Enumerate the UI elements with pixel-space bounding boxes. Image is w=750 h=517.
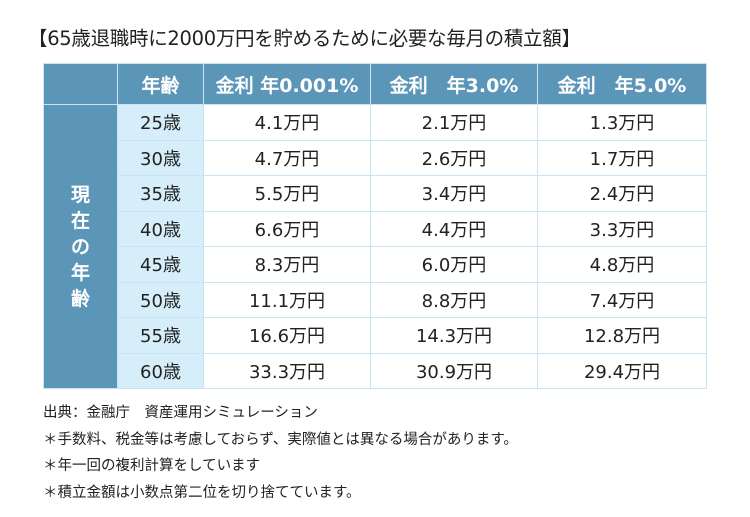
- header-rate-3: 金利 年3.0%: [370, 63, 538, 105]
- amount-cell: 1.3万円: [537, 104, 707, 141]
- source-note: 出典：金融庁 資産運用シミュレーション: [43, 405, 318, 421]
- amount-cell: 2.6万円: [370, 139, 538, 176]
- amount-cell: 6.6万円: [203, 210, 371, 247]
- amount-cell: 33.3万円: [203, 352, 371, 389]
- age-cell: 35歳: [117, 175, 204, 212]
- table-row: 50歳 11.1万円 8.8万円 7.4万円: [44, 281, 707, 318]
- amount-cell: 8.8万円: [370, 281, 538, 318]
- amount-cell: 6.0万円: [370, 246, 538, 283]
- amount-cell: 12.8万円: [537, 317, 707, 354]
- amount-cell: 30.9万円: [370, 352, 538, 389]
- age-cell: 50歳: [117, 281, 204, 318]
- amount-cell: 4.4万円: [370, 210, 538, 247]
- amount-cell: 2.4万円: [537, 175, 707, 212]
- amount-cell: 3.4万円: [370, 175, 538, 212]
- age-cell: 25歳: [117, 104, 204, 141]
- table-row: 55歳 16.6万円 14.3万円 12.8万円: [44, 317, 707, 354]
- amount-cell: 7.4万円: [537, 281, 707, 318]
- header-corner: [43, 63, 118, 105]
- amount-cell: 8.3万円: [203, 246, 371, 283]
- header-age: 年齢: [117, 63, 204, 105]
- row-group-char: 年: [70, 261, 90, 284]
- header-rate-5: 金利 年5.0%: [537, 63, 707, 105]
- table-header-row: 年齢 金利 年0.001% 金利 年3.0% 金利 年5.0%: [43, 63, 707, 105]
- note-rounding: ＊積立金額は小数点第二位を切り捨てています。: [43, 484, 361, 501]
- note-compound: ＊年一回の複利計算をしています: [43, 458, 261, 474]
- age-cell: 40歳: [117, 210, 204, 247]
- row-group-char: 齢: [70, 287, 90, 310]
- amount-cell: 5.5万円: [203, 175, 371, 212]
- age-cell: 60歳: [117, 352, 204, 389]
- header-rate-0001: 金利 年0.001%: [203, 63, 371, 105]
- amount-cell: 29.4万円: [537, 352, 707, 389]
- amount-cell: 1.7万円: [537, 139, 707, 176]
- table-row: 40歳 6.6万円 4.4万円 3.3万円: [44, 210, 707, 247]
- row-group-char: の: [70, 235, 90, 258]
- amount-cell: 11.1万円: [203, 281, 371, 318]
- age-cell: 30歳: [117, 139, 204, 176]
- table-row: 35歳 5.5万円 3.4万円 2.4万円: [44, 175, 707, 212]
- table-row: 60歳 33.3万円 30.9万円 29.4万円: [44, 352, 707, 389]
- table-row: 45歳 8.3万円 6.0万円 4.8万円: [44, 246, 707, 283]
- amount-cell: 4.1万円: [203, 104, 371, 141]
- savings-table: 年齢 金利 年0.001% 金利 年3.0% 金利 年5.0% 現在の年齢 25歳…: [43, 63, 707, 389]
- row-group-char: 現: [70, 183, 90, 206]
- table-row: 30歳 4.7万円 2.6万円 1.7万円: [44, 139, 707, 176]
- age-cell: 45歳: [117, 246, 204, 283]
- amount-cell: 4.7万円: [203, 139, 371, 176]
- row-group-char: 在: [70, 209, 90, 232]
- amount-cell: 3.3万円: [537, 210, 707, 247]
- amount-cell: 2.1万円: [370, 104, 538, 141]
- page-title: 【65歳退職時に2000万円を貯めるために必要な毎月の積立額】: [28, 27, 581, 50]
- age-cell: 55歳: [117, 317, 204, 354]
- note-fees: ＊手数料、税金等は考慮しておらず、実際値とは異なる場合があります。: [43, 431, 518, 448]
- table-row: 現在の年齢 25歳 4.1万円 2.1万円 1.3万円: [43, 104, 707, 389]
- row-group-label: 現在の年齢: [43, 104, 118, 389]
- amount-cell: 16.6万円: [203, 317, 371, 354]
- amount-cell: 14.3万円: [370, 317, 538, 354]
- notes: 出典：金融庁 資産運用シミュレーション ＊手数料、税金等は考慮しておらず、実際値…: [43, 400, 518, 506]
- amount-cell: 4.8万円: [537, 246, 707, 283]
